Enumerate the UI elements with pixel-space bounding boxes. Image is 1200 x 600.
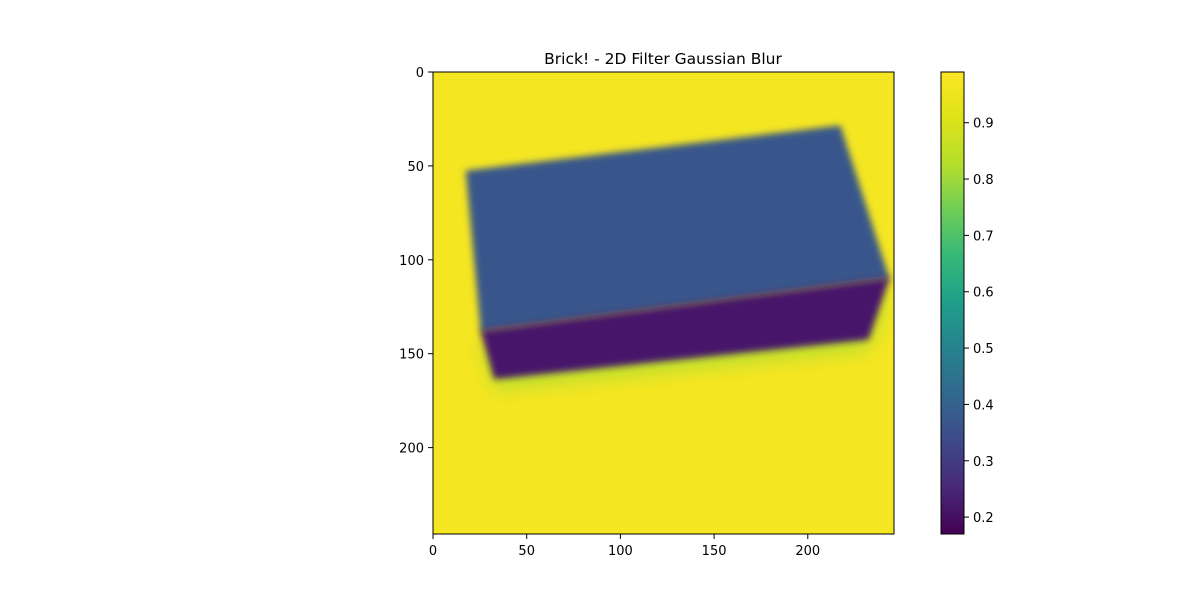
x-tick-label: 150 (702, 544, 727, 559)
x-tick-label: 200 (795, 544, 820, 559)
x-axis: 0 50 100 150 200 (429, 534, 820, 559)
y-tick-label: 100 (399, 254, 424, 269)
colorbar-frame (940, 71, 965, 535)
y-tick-label: 50 (407, 160, 424, 175)
y-tick-label: 0 (416, 66, 424, 81)
colorbar-tick-label: 0.8 (973, 173, 994, 188)
colorbar-tick-label: 0.9 (973, 117, 994, 132)
colorbar-tick-label: 0.5 (973, 342, 994, 357)
x-tick-label: 0 (429, 544, 437, 559)
colorbar: 0.2 0.3 0.4 0.5 0.6 0.7 0.8 0.9 (940, 71, 994, 535)
heatmap-frame (432, 71, 895, 535)
colorbar-tick-label: 0.3 (973, 455, 994, 470)
colorbar-tick-label: 0.2 (973, 511, 994, 526)
colorbar-gradient (941, 72, 964, 534)
colorbar-ticks: 0.2 0.3 0.4 0.5 0.6 0.7 0.8 0.9 (964, 117, 994, 526)
y-tick-label: 150 (399, 348, 424, 363)
colorbar-tick-label: 0.6 (973, 286, 994, 301)
chart-title: Brick! - 2D Filter Gaussian Blur (544, 50, 782, 68)
x-tick-label: 100 (608, 544, 633, 559)
x-tick-label: 50 (518, 544, 535, 559)
heatmap-image (433, 72, 894, 534)
y-axis: 0 50 100 150 200 (399, 66, 433, 457)
heatmap-regions (465, 125, 890, 389)
colorbar-tick-label: 0.4 (973, 398, 994, 413)
heatmap-region-2 (480, 277, 890, 380)
colorbar-tick-label: 0.7 (973, 229, 994, 244)
y-tick-label: 200 (399, 442, 424, 457)
